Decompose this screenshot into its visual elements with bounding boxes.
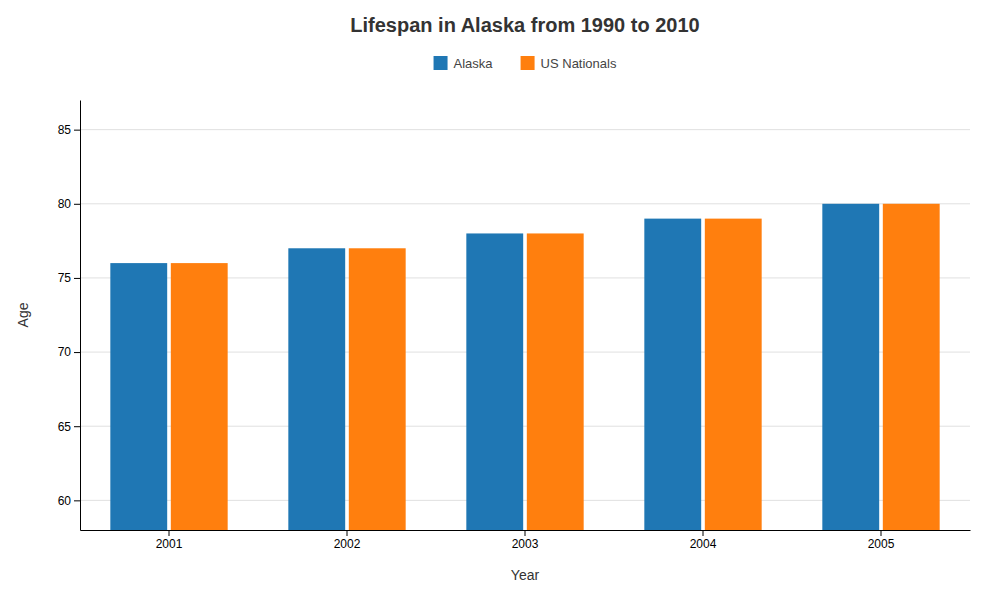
legend-label: Alaska (454, 56, 494, 71)
tick-label: 2003 (512, 537, 539, 551)
bar (110, 263, 167, 530)
tick-mark (525, 530, 526, 536)
bar (288, 248, 345, 530)
title: Lifespan in Alaska from 1990 to 2010 (350, 14, 699, 36)
legend-swatch (521, 56, 535, 70)
x-tick: 2004 (690, 530, 717, 551)
tick-mark (74, 204, 80, 205)
plot: 2001 2002 2003 2004 2005 60 65 70 75 80 85 (58, 101, 971, 551)
legend-item: Alaska (434, 56, 494, 71)
x-tick: 2002 (334, 530, 361, 551)
y-axis: 60 65 70 75 80 85 (58, 101, 81, 531)
x-tick: 2005 (868, 530, 895, 551)
bars (110, 204, 939, 530)
tick-label: 2005 (868, 537, 895, 551)
bar (705, 219, 762, 530)
bar (466, 233, 523, 530)
axis-line (80, 101, 81, 531)
bar-series (171, 204, 940, 530)
y-axis-title: Age (15, 302, 31, 327)
bar (349, 248, 406, 530)
y-tick: 80 (58, 197, 80, 211)
tick-label: 2002 (334, 537, 361, 551)
x-tick: 2003 (512, 530, 539, 551)
tick-mark (347, 530, 348, 536)
tick-label: 2001 (156, 537, 183, 551)
bar-series (110, 204, 879, 530)
tick-mark (703, 530, 704, 536)
tick-mark (74, 500, 80, 501)
bar (527, 233, 584, 530)
y-tick: 85 (58, 123, 80, 137)
legend: Alaska US Nationals (434, 56, 617, 71)
x-axis: 2001 2002 2003 2004 2005 (81, 530, 971, 551)
y-tick: 65 (58, 420, 80, 434)
tick-mark (74, 352, 80, 353)
tick-mark (74, 278, 80, 279)
tick-label: 85 (58, 123, 72, 137)
bar (171, 263, 228, 530)
legend-swatch (434, 56, 448, 70)
tick-mark (169, 530, 170, 536)
bar (822, 204, 879, 530)
tick-label: 65 (58, 420, 72, 434)
tick-label: 75 (58, 271, 72, 285)
y-tick: 60 (58, 494, 80, 508)
y-tick: 70 (58, 345, 80, 359)
tick-label: 80 (58, 197, 72, 211)
tick-mark (881, 530, 882, 536)
tick-mark (74, 130, 80, 131)
tick-label: 60 (58, 494, 72, 508)
bar (644, 219, 701, 530)
x-tick: 2001 (156, 530, 183, 551)
legend-item: US Nationals (521, 56, 617, 71)
bar (883, 204, 940, 530)
y-tick: 75 (58, 271, 80, 285)
tick-label: 2004 (690, 537, 717, 551)
tick-mark (74, 426, 80, 427)
tick-label: 70 (58, 345, 72, 359)
chart: 2001 2002 2003 2004 2005 60 65 70 75 80 85 Lifespan… (0, 0, 1000, 600)
legend-label: US Nationals (541, 56, 617, 71)
x-axis-title: Year (511, 567, 540, 583)
grid-line (80, 129, 970, 130)
